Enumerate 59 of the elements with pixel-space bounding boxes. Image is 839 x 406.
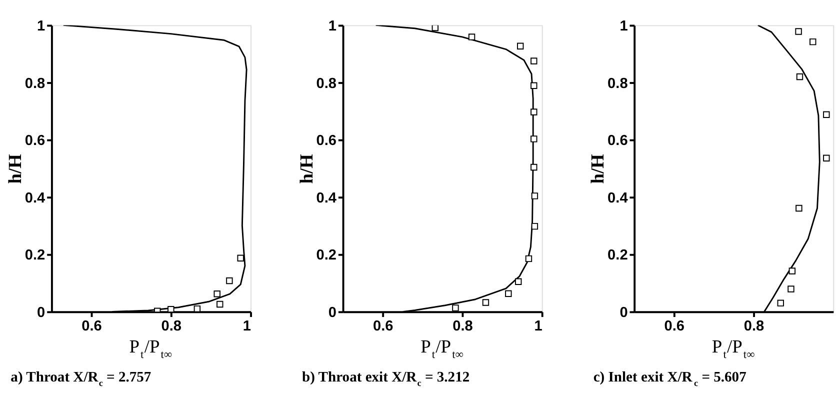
point xyxy=(530,164,538,171)
point xyxy=(452,304,459,312)
y-tick-label: 0 xyxy=(328,305,336,322)
x-tick-label: 0.8 xyxy=(744,318,764,335)
y-axis-title: h/H xyxy=(5,153,26,184)
y-axis-title: h/H xyxy=(296,153,316,184)
y-tick-label: 0 xyxy=(37,305,46,322)
y-tick-label: 1 xyxy=(328,18,336,35)
y-axis-title: h/H xyxy=(588,153,608,184)
y-tick-label: 0.4 xyxy=(608,190,629,206)
y-tick-label: 0.4 xyxy=(316,190,338,206)
point xyxy=(168,306,174,312)
point xyxy=(531,192,538,200)
y-tick-label: 0.6 xyxy=(608,133,628,150)
point xyxy=(505,290,512,297)
point xyxy=(516,42,524,50)
point xyxy=(530,82,538,90)
y-tick-label: 0.8 xyxy=(608,76,628,92)
point xyxy=(525,255,532,262)
point xyxy=(531,222,538,230)
point xyxy=(515,278,522,285)
point xyxy=(432,25,439,32)
point xyxy=(796,73,804,80)
x-tick-label: 0.8 xyxy=(452,318,473,335)
point xyxy=(530,58,538,64)
point xyxy=(214,290,220,298)
x-tick-label: 0.6 xyxy=(372,318,394,335)
y-tick-label: 0.6 xyxy=(24,133,46,150)
point xyxy=(823,154,830,162)
x-tick-label: 0.6 xyxy=(664,318,685,335)
y-tick-label: 0 xyxy=(620,305,628,322)
y-tick-label: 0.2 xyxy=(316,248,336,264)
point xyxy=(810,38,816,46)
x-tick-label: 0.6 xyxy=(82,318,102,335)
point xyxy=(530,136,538,142)
point xyxy=(237,254,244,262)
x-tick-label: 0.8 xyxy=(161,318,182,335)
point xyxy=(788,286,794,292)
y-tick-label: 0.2 xyxy=(24,248,46,264)
point xyxy=(226,277,233,284)
x-tick-label: 1 xyxy=(534,318,542,335)
y-tick-label: 1 xyxy=(37,18,46,35)
point xyxy=(530,108,538,116)
point xyxy=(194,305,201,312)
point xyxy=(823,111,830,118)
point xyxy=(796,204,802,212)
point xyxy=(216,300,224,308)
y-tick-label: 0.6 xyxy=(316,133,336,150)
point xyxy=(788,268,796,274)
y-tick-label: 0.8 xyxy=(316,76,336,92)
y-tick-label: 0.4 xyxy=(24,190,46,206)
y-tick-label: 0.8 xyxy=(24,76,46,92)
point xyxy=(795,28,802,35)
point xyxy=(777,300,784,306)
x-tick-label: 1 xyxy=(242,318,252,335)
y-tick-label: 0.2 xyxy=(608,248,628,264)
y-tick-label: 1 xyxy=(620,18,628,35)
point xyxy=(468,34,476,40)
point xyxy=(482,299,490,306)
